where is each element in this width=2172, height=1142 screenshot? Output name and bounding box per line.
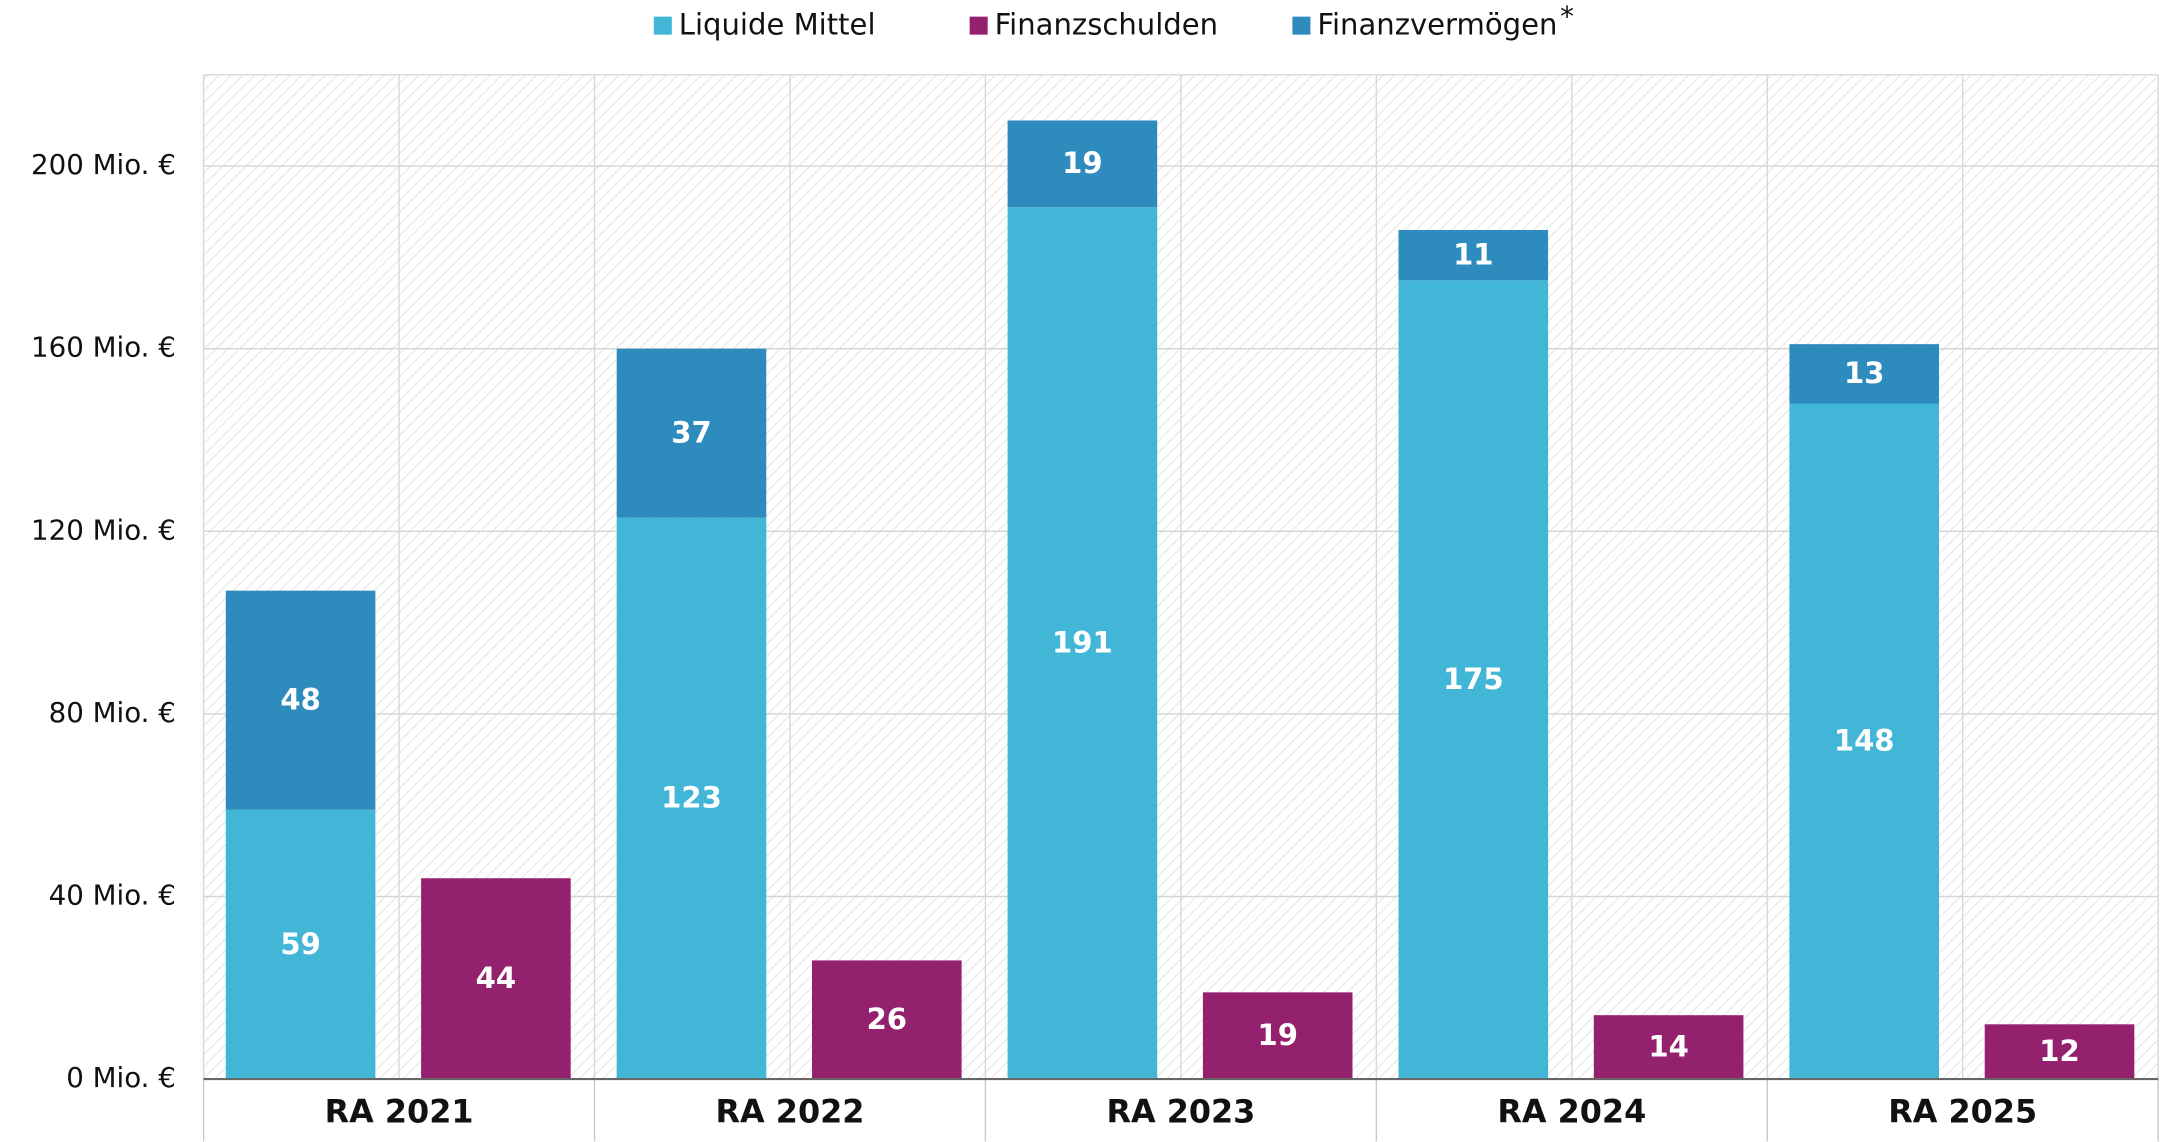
bar-segment — [616, 348, 767, 518]
y-tick-label: 0 Mio. € — [66, 1061, 176, 1094]
legend-label: Finanzschulden — [995, 7, 1218, 41]
data-label: 14 — [1648, 1030, 1688, 1064]
x-tick-label: RA 2023 — [1106, 1093, 1255, 1131]
data-label: 26 — [867, 1002, 907, 1036]
bar-segment — [1789, 403, 1940, 1080]
x-tick-label: RA 2024 — [1497, 1093, 1646, 1131]
data-label: 19 — [1257, 1018, 1297, 1052]
x-tick-label: RA 2025 — [1888, 1093, 2037, 1131]
legend-swatch — [969, 16, 988, 35]
y-tick-label: 120 Mio. € — [31, 513, 176, 546]
legend-label: Liquide Mittel — [679, 7, 876, 41]
y-tick-label: 160 Mio. € — [31, 331, 176, 364]
bar-segment — [225, 590, 376, 810]
y-tick-label: 80 Mio. € — [49, 696, 176, 729]
bar-segment — [1398, 280, 1549, 1080]
y-tick-label: 40 Mio. € — [49, 878, 176, 911]
bar-segment — [1984, 1024, 2135, 1080]
data-label: 191 — [1052, 626, 1113, 660]
data-label: 11 — [1453, 238, 1493, 272]
data-label: 37 — [671, 416, 711, 450]
bar-segment — [1593, 1015, 1744, 1080]
legend-swatch — [653, 16, 672, 35]
data-label: 48 — [280, 683, 320, 717]
data-label: 123 — [661, 781, 722, 815]
bar-segment — [1789, 344, 1940, 404]
data-label: 148 — [1834, 724, 1895, 758]
data-label: 59 — [280, 927, 320, 961]
x-tick-label: RA 2021 — [325, 1093, 474, 1131]
data-label: 13 — [1844, 356, 1884, 390]
bar-segment — [616, 517, 767, 1080]
data-label: 19 — [1062, 146, 1102, 180]
x-tick-label: RA 2022 — [716, 1093, 865, 1131]
bar-segment — [812, 960, 962, 1080]
legend-swatch — [1292, 16, 1311, 35]
data-label: 175 — [1443, 662, 1504, 696]
bar-segment — [225, 809, 376, 1080]
y-tick-label: 200 Mio. € — [31, 148, 176, 181]
bar-segment — [1007, 120, 1158, 208]
bar-segment — [1202, 992, 1353, 1080]
bar-segment — [421, 878, 571, 1080]
legend-note: * — [1560, 0, 1574, 33]
bar-segment — [1398, 230, 1549, 281]
data-label: 12 — [2039, 1034, 2079, 1068]
bar-segment — [1007, 207, 1158, 1080]
data-label: 44 — [476, 961, 516, 995]
legend-label: Finanzvermögen — [1317, 7, 1557, 41]
